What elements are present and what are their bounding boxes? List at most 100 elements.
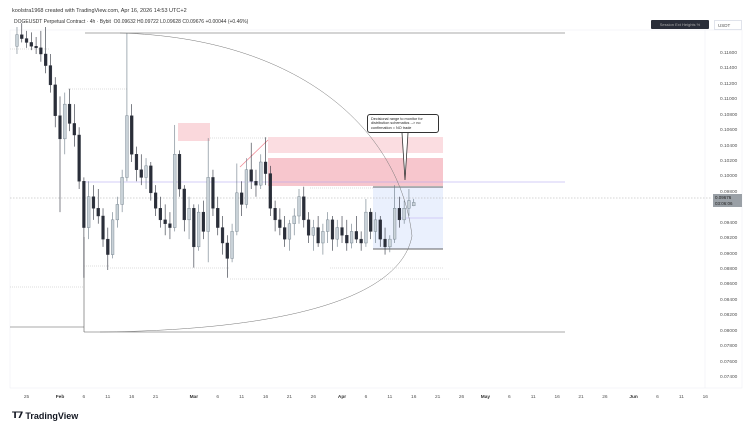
candle-body [168,223,172,228]
candle-body [359,238,363,244]
time-tick: 25 [23,395,30,400]
candle-body [206,177,210,232]
candle-body [63,103,67,140]
time-tick: 21 [434,395,441,400]
candle-body [259,161,263,186]
candle-body [388,238,392,248]
candle-body [311,227,315,236]
time-tick: 6 [216,395,220,400]
candle-body [29,42,33,47]
ohlc-change: +0.00044 (+0.46%) [205,19,249,25]
candle-body [235,192,239,232]
time-tick: Mar [189,395,199,400]
candle-body [383,238,387,248]
time-tick: 6 [364,395,368,400]
price-tick: 0.08600 [720,282,738,288]
time-tick: 16 [702,395,708,400]
candle-body [187,208,191,221]
candle-body [349,231,354,244]
time-tick: 21 [578,395,584,400]
time-tick: 6 [82,395,86,400]
candle-body [39,47,43,55]
tradingview-mark-icon: 𝗧𝟳 [12,410,23,420]
price-tick: 0.11400 [720,66,737,72]
candle-body [24,38,29,43]
candle-body [48,65,53,86]
candle-body [273,208,277,221]
time-tick: 6 [656,395,659,400]
candle-body [407,200,411,209]
time-tick: 26 [602,395,608,400]
candle-body [287,223,292,240]
candle-body [230,231,234,259]
candle-body [101,215,105,240]
chart-toolbar[interactable]: Session Ext Heights % [651,20,709,29]
candle-body [110,219,115,255]
candle-body [302,196,306,221]
candle-body [149,165,153,194]
time-tick: 16 [129,395,135,400]
price-tick: 0.09200 [720,236,738,242]
time-tick: 11 [678,395,684,400]
candle-body [345,235,349,244]
candle-body [378,219,382,240]
time-tick: 11 [105,395,111,400]
chart-credit: koolstra1968 created with TradingView.co… [12,8,187,14]
candle-body [115,204,119,221]
price-tick: 0.10000 [720,174,738,180]
current-price-tag: 0.09676 03:06:06 [713,194,742,207]
annotation-callout[interactable]: Decisional range to monitor for distribu… [367,114,439,133]
candle-body [220,227,225,244]
price-tick: 0.11000 [720,97,737,103]
price-tick: 0.09000 [720,251,738,257]
candle-body [321,231,325,244]
candle-body [173,154,177,228]
candle-body [106,238,110,255]
candle-body [306,219,311,236]
candle-body [263,161,268,174]
candle-body [72,123,76,136]
candle-body [130,115,134,155]
time-tick: Apr [337,395,347,400]
candle-body [340,227,344,236]
price-tick: 0.08200 [720,313,738,319]
candle-body [120,177,124,205]
candle-body [373,219,378,232]
candles [15,23,416,278]
ohlc-low: L0.09628 [160,19,181,25]
candle-body [225,242,229,259]
candle-body [316,227,320,244]
candle-body [326,219,330,232]
candle-body [192,208,196,248]
ohlc-open: O0.09632 [113,19,136,25]
candle-body [268,173,272,209]
time-tick: Feb [55,395,65,400]
candle-body [125,115,129,178]
candle-body [34,46,38,49]
currency-selector[interactable]: USDT [714,20,742,30]
candle-body [15,34,19,47]
candle-body [254,181,258,186]
candle-body [53,84,57,116]
price-tick: 0.07600 [720,359,738,365]
candle-body [91,196,96,209]
price-tick: 0.09800 [720,189,738,195]
time-tick: 21 [286,395,293,400]
candle-body [211,177,215,209]
candle-body [139,169,143,178]
time-tick: 16 [411,395,417,400]
symbol-info[interactable]: DOGEUSDT Perpetual Contract · 4h · Bybit [14,19,111,25]
supply-zone-lower [268,158,443,186]
candle-body [158,208,162,221]
chart-border [9,29,743,389]
time-tick: 21 [152,395,159,400]
time-tick: 11 [387,395,393,400]
candle-body [44,53,48,66]
ohlc-high: H0.09722 [137,19,159,25]
trend-line [239,139,269,168]
tradingview-logo[interactable]: 𝗧𝟳 TradingView [12,410,78,421]
candle-body [58,115,62,140]
time-tick: 11 [239,395,245,400]
candle-body [335,227,339,240]
